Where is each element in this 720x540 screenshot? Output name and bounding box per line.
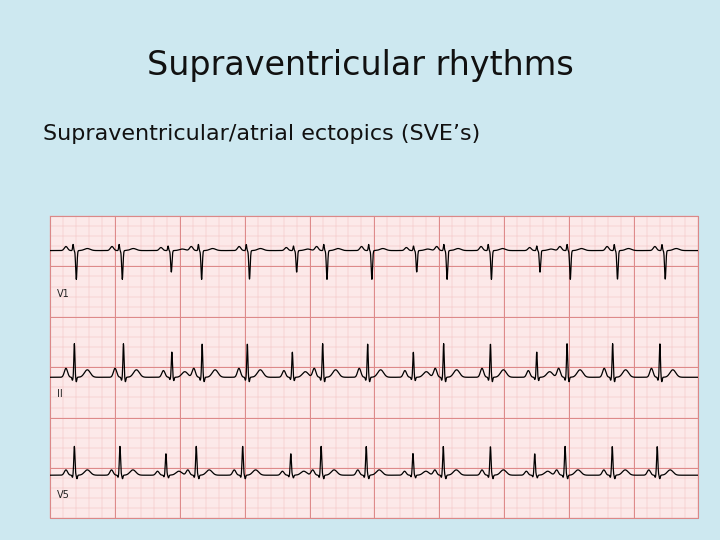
Text: V5: V5 [57, 490, 70, 500]
Text: II: II [57, 389, 63, 400]
Text: Supraventricular rhythms: Supraventricular rhythms [147, 49, 573, 82]
FancyBboxPatch shape [50, 216, 698, 518]
Text: V1: V1 [57, 289, 70, 299]
Text: Supraventricular/atrial ectopics (SVE’s): Supraventricular/atrial ectopics (SVE’s) [43, 124, 480, 144]
